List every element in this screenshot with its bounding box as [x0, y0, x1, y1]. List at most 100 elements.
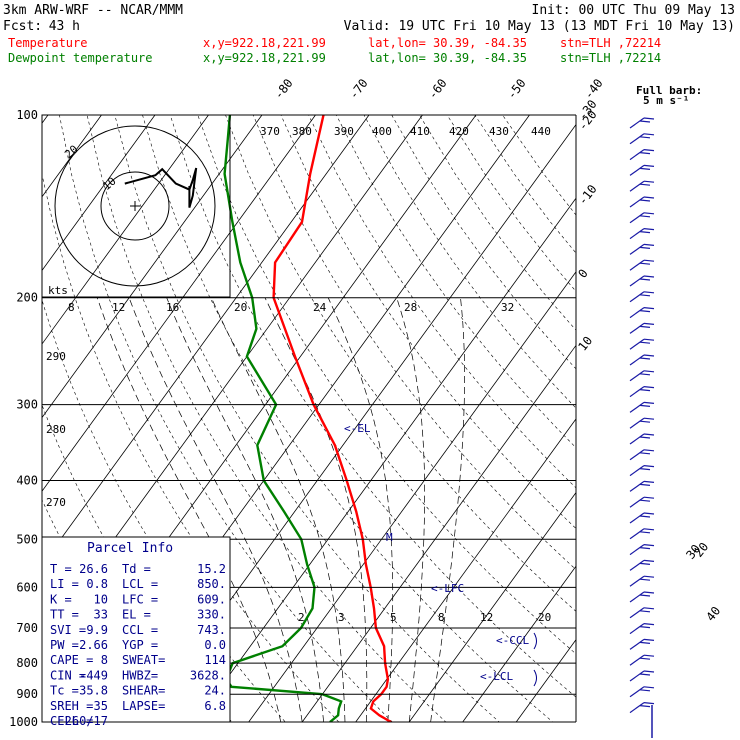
wind-barb-staff	[629, 449, 645, 461]
isotherm-line	[42, 115, 263, 419]
parcel-value: 35.8	[79, 684, 108, 698]
parcel-label: LAPSE=	[122, 699, 165, 713]
wind-barb-staff	[629, 291, 645, 303]
wind-barb-flag	[639, 689, 651, 692]
hodo-ring-10	[100, 171, 170, 241]
wind-barb-flag	[639, 641, 651, 644]
wind-barb-flag	[643, 370, 655, 373]
pressure-tick-label: 600	[16, 580, 38, 594]
wind-barb-flag	[643, 386, 655, 389]
dry-adiabat	[363, 115, 576, 409]
wind-barb-staff	[629, 496, 645, 508]
wind-barb-flag	[643, 591, 655, 594]
wind-barb-flag	[639, 341, 651, 344]
isotherm-line	[42, 115, 370, 566]
temp-tick-label: -40	[581, 76, 605, 102]
moist-adiabat	[128, 297, 303, 722]
parcel-label: YGP =	[122, 638, 158, 652]
legend-temperature: Temperature	[8, 36, 87, 50]
isotherm-line	[42, 115, 316, 492]
mixing-ratio-label: 2	[298, 611, 305, 624]
wind-barb-flag	[639, 515, 651, 518]
theta-label: 380	[292, 125, 312, 138]
theta-label: 370	[260, 125, 280, 138]
wind-barb-flag	[643, 212, 655, 215]
lcl-marker: <-LCL	[480, 670, 513, 683]
parcel-label: LI =	[50, 577, 79, 591]
wind-barb-flag	[643, 149, 655, 152]
hodograph: 10 20 kts	[41, 114, 231, 298]
barb-note-line2: 5 m s⁻¹	[643, 94, 689, 107]
parcel-value: 0.8	[86, 577, 108, 591]
wind-barb-flag	[639, 531, 651, 534]
wind-barb-flag	[639, 215, 651, 218]
wind-barb-flag	[639, 436, 651, 439]
wind-barb-staff	[629, 401, 645, 413]
wind-barb-flag	[643, 275, 655, 278]
pressure-tick-label: 900	[16, 687, 38, 701]
wind-barb-flag	[639, 420, 651, 423]
wind-barb-staff	[629, 638, 645, 650]
wind-barb-staff	[629, 433, 645, 445]
dewpoint-trace	[223, 115, 343, 722]
wind-barb-staff	[629, 702, 645, 714]
dry-adiabat	[502, 115, 576, 216]
moist-adiabat	[327, 297, 394, 722]
wind-barb-staff	[629, 607, 645, 619]
wind-barb-staff	[629, 528, 645, 540]
hodo-ring-label-20: 20	[62, 143, 81, 161]
wind-barb-staff	[629, 196, 645, 208]
latlon-readout-dew: lat,lon= 30.39, -84.35	[368, 51, 527, 65]
theta-label-left: 280	[46, 423, 66, 436]
parcel-label: CCL =	[122, 623, 158, 637]
pressure-tick-label: 300	[16, 398, 38, 412]
theta-label: 420	[449, 125, 469, 138]
wind-barb-flag	[639, 562, 651, 565]
wind-barb-staff	[629, 354, 645, 366]
wind-barb-staff	[629, 133, 645, 145]
temp-tick-label: 0	[575, 266, 590, 280]
wind-barb-staff	[629, 164, 645, 176]
temp-tick-label: -70	[346, 76, 370, 102]
temp-tick-label: -60	[425, 76, 449, 102]
wind-barb-flag	[643, 117, 655, 120]
latlon-readout-temp: lat,lon= 30.39, -84.35	[368, 36, 527, 50]
parcel-label: K =	[50, 592, 72, 606]
wind-barb-flag	[643, 338, 655, 341]
pressure-tick-label: 400	[16, 473, 38, 487]
wind-barb-staff	[629, 259, 645, 271]
hodo-speed-tick: 8	[68, 301, 75, 314]
wind-barb-flag	[643, 133, 655, 136]
moist-adiabat	[211, 297, 346, 722]
wind-barb-flag	[639, 136, 651, 139]
moist-adiabat	[96, 297, 282, 722]
wind-barb-staff	[629, 370, 645, 382]
dry-adiabat	[42, 299, 286, 722]
wind-barb-flag	[643, 528, 655, 531]
wind-barbs	[629, 117, 655, 738]
wind-barb-flag	[643, 702, 655, 705]
isotherm-line	[462, 565, 576, 722]
dry-adiabat	[336, 115, 576, 449]
wind-barb-flag	[643, 654, 655, 657]
hodo-speed-tick: 12	[112, 301, 125, 314]
wind-barb-flag	[639, 673, 651, 676]
wind-barb-flag	[643, 196, 655, 199]
parcel-value: 35	[94, 699, 108, 713]
parcel-label: SREH =	[50, 699, 93, 713]
parcel-label: EL =	[122, 608, 151, 622]
wind-barb-flag	[643, 401, 655, 404]
pressure-tick-label: 500	[16, 532, 38, 546]
barb-note-line1: Full barb:	[636, 84, 702, 97]
isotherm-line	[194, 197, 576, 722]
wind-barb-flag	[639, 373, 651, 376]
legend-dewpoint: Dewpoint temperature	[8, 51, 153, 65]
parcel-label: SVI =	[50, 623, 86, 637]
wind-barb-flag	[643, 164, 655, 167]
ccl-marker: <-CCL	[496, 634, 529, 647]
wind-barb-flag	[643, 496, 655, 499]
mixing-ratio-label: 5	[390, 611, 397, 624]
wind-barb-flag	[643, 322, 655, 325]
isotherm-line	[408, 491, 576, 722]
parcel-value: -449	[79, 668, 108, 682]
